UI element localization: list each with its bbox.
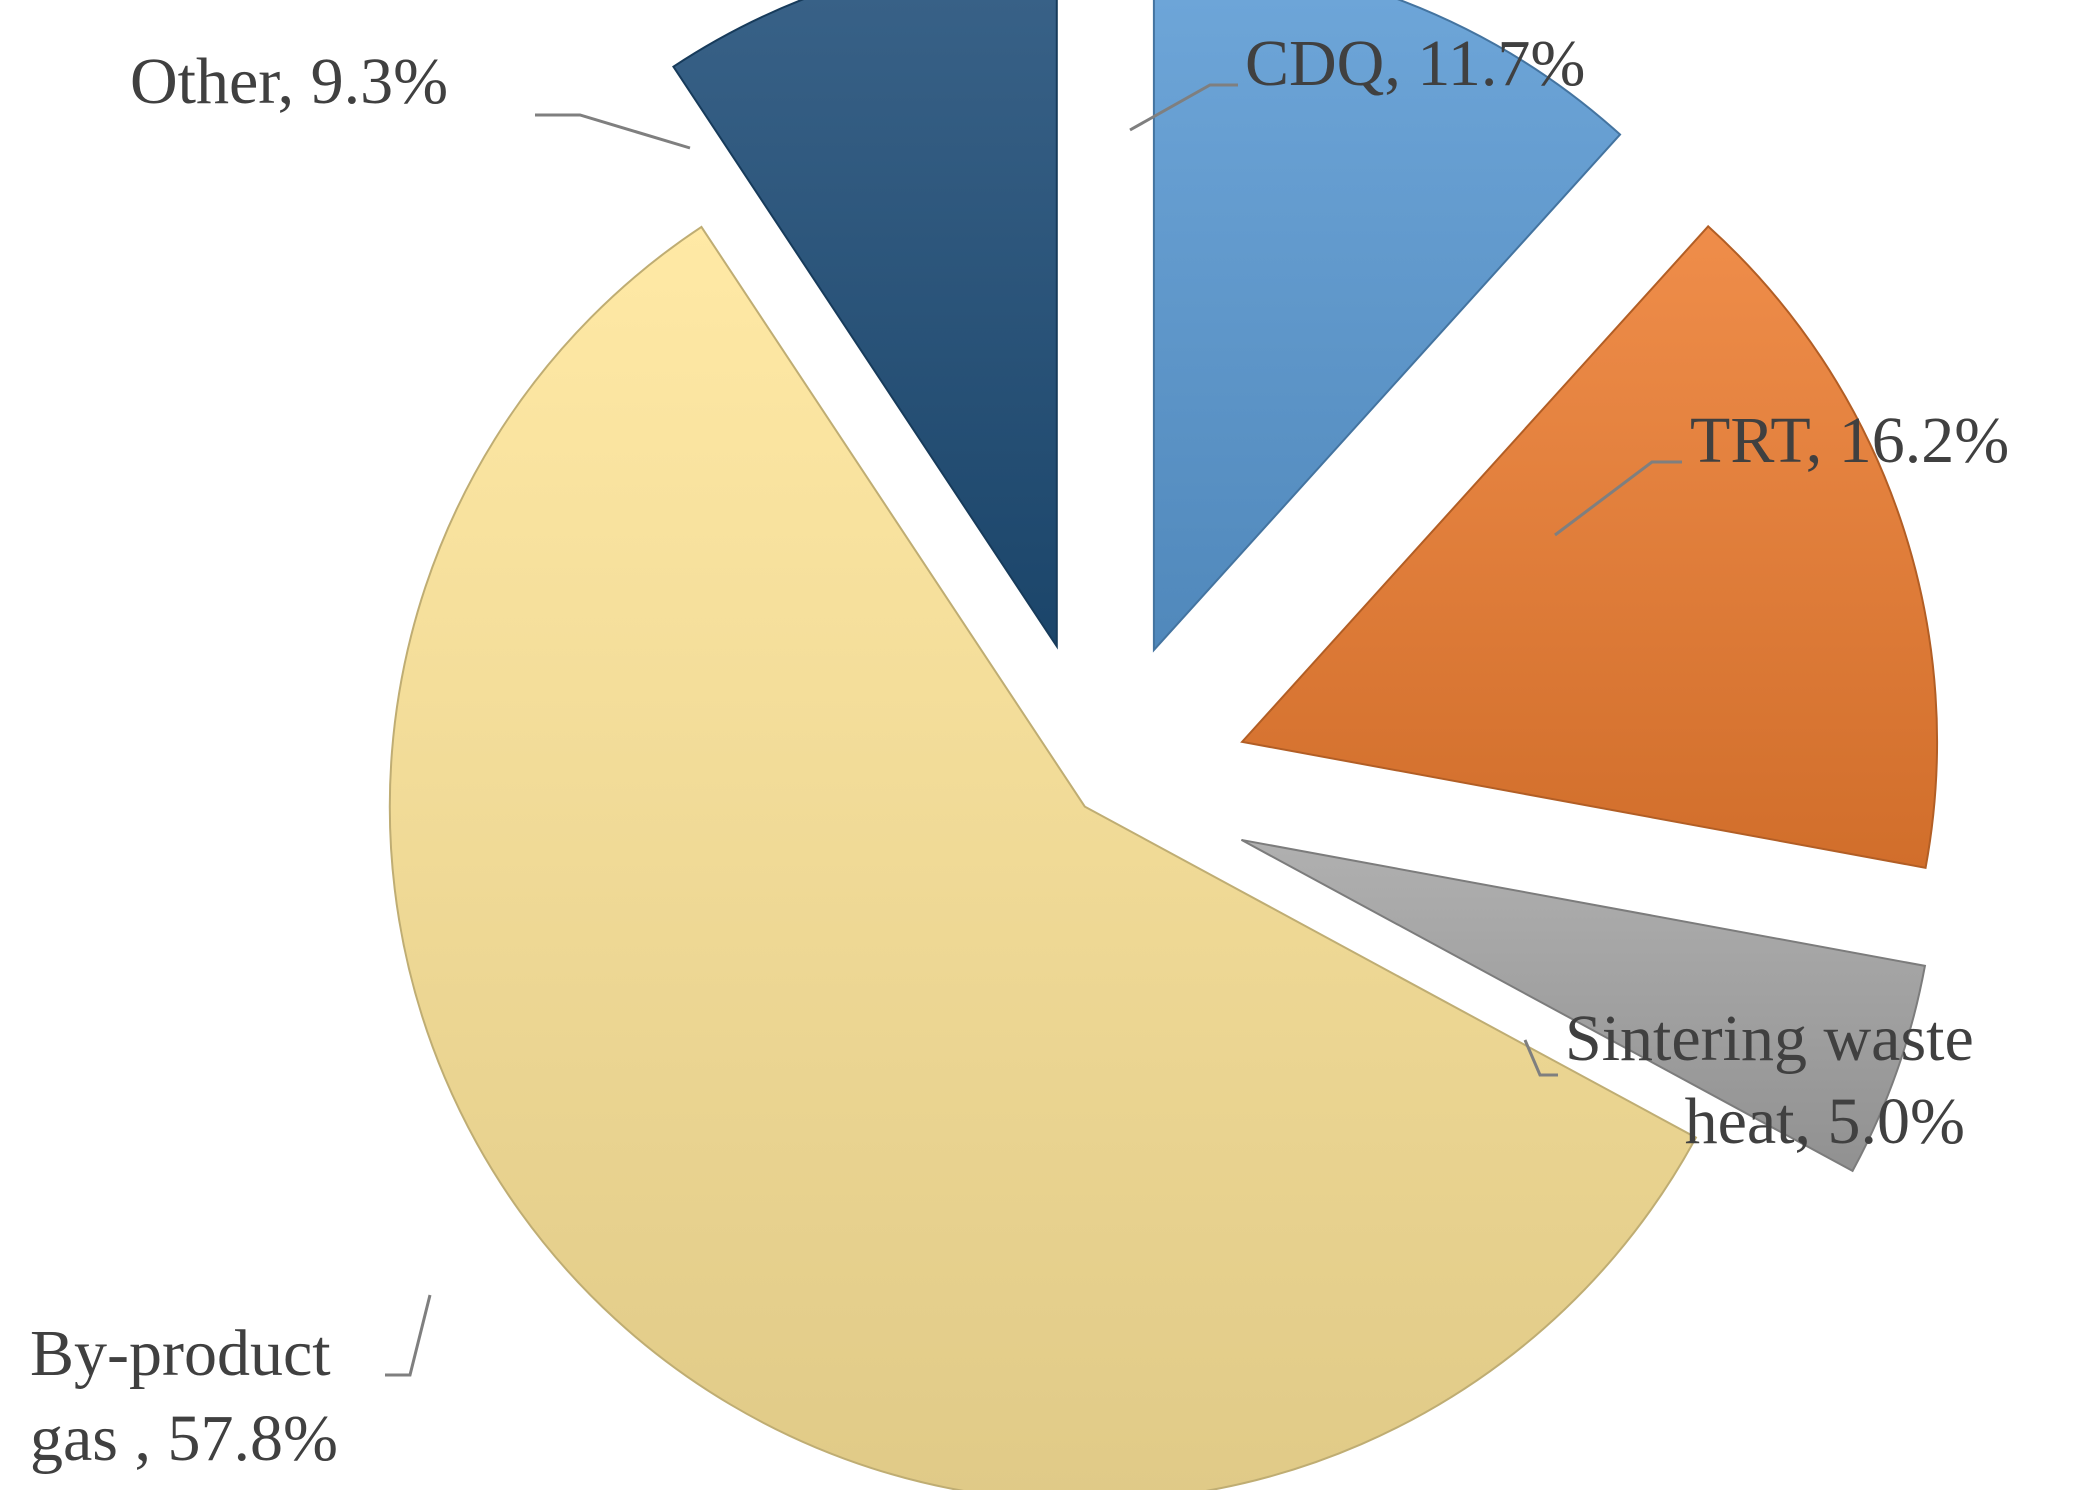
slice-sintering-waste-heat <box>1240 838 1927 1173</box>
slice-by-product-gas-leader-line <box>385 1294 432 1377</box>
slice-by-product-gas-label: By-product gas , 57.8% <box>30 1317 338 1475</box>
slice-sintering-waste-heat-label: Sintering waste heat, 5.0% <box>1565 1002 1974 1158</box>
slice-trt-leader-line <box>1554 460 1682 537</box>
slice-by-product-gas <box>388 225 1698 1490</box>
slice-trt <box>1240 224 1939 869</box>
slice-other <box>672 0 1058 650</box>
slice-trt-label: TRT, 16.2% <box>1690 404 2009 477</box>
slice-cdq-label: CDQ, 11.7% <box>1245 27 1585 100</box>
slice-other-leader-line <box>535 113 691 150</box>
slice-other-label: Other, 9.3% <box>130 45 448 118</box>
slice-cdq-leader-line <box>1129 83 1238 132</box>
slice-cdq <box>1152 0 1622 653</box>
slice-sintering-waste-heat-leader-line <box>1523 1039 1558 1077</box>
